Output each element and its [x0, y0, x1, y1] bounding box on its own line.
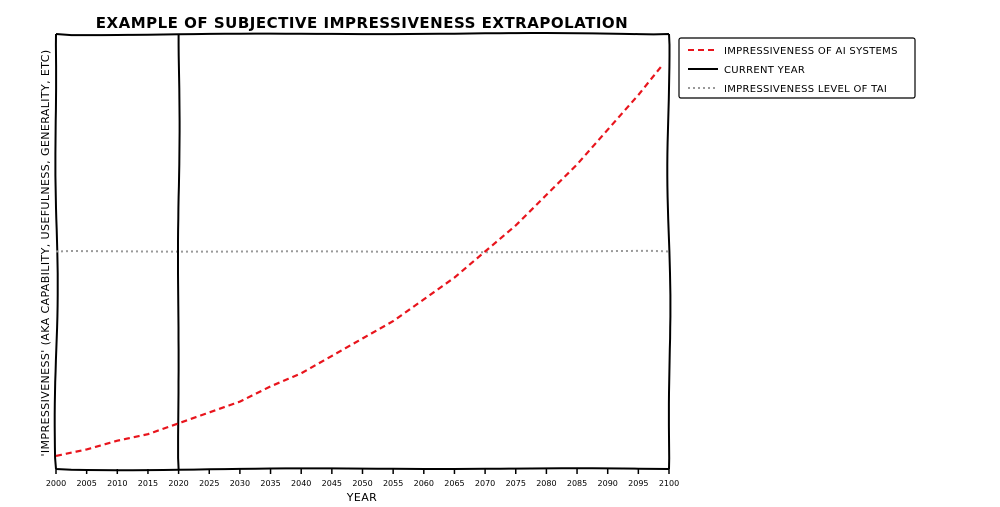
chart-title: EXAMPLE OF SUBJECTIVE IMPRESSIVENESS EXT…	[96, 14, 628, 32]
x-tick-label-2020: 2020	[168, 479, 188, 488]
x-tick-label-2015: 2015	[138, 479, 158, 488]
x-tick-label-2090: 2090	[598, 479, 618, 488]
legend-entry-current-year: CURRENT YEAR	[724, 65, 805, 76]
x-tick-label-2000: 2000	[46, 479, 66, 488]
x-tick-label-2040: 2040	[291, 479, 311, 488]
x-tick-label-2060: 2060	[414, 479, 434, 488]
x-tick-label-2055: 2055	[383, 479, 403, 488]
x-tick-label-2075: 2075	[506, 479, 526, 488]
x-tick-label-2100: 2100	[659, 479, 679, 488]
x-tick-label-2065: 2065	[444, 479, 464, 488]
x-tick-label-2030: 2030	[230, 479, 250, 488]
current-year-line	[177, 34, 181, 470]
x-tick-label-2045: 2045	[322, 479, 342, 488]
x-tick-label-2010: 2010	[107, 479, 127, 488]
series-layer	[55, 34, 670, 470]
x-tick-label-2025: 2025	[199, 479, 219, 488]
x-tick-label-2050: 2050	[352, 479, 372, 488]
x-tick-label-2085: 2085	[567, 479, 587, 488]
plot-frame	[53, 32, 672, 472]
x-axis-label: YEAR	[346, 491, 377, 504]
x-tick-label-2070: 2070	[475, 479, 495, 488]
legend-entry-ai: IMPRESSIVENESS OF AI SYSTEMS	[724, 46, 898, 57]
x-tick-label-2080: 2080	[536, 479, 556, 488]
plot-area: 2000 2005 2010 2015 2020 2025 2030 2035 2040 2045…	[46, 32, 679, 488]
y-axis-label: 'IMPRESSIVENESS' (AKA CAPABILITY, USEFUL…	[39, 49, 52, 456]
x-tick-label-2035: 2035	[260, 479, 280, 488]
legend-entry-tai: IMPRESSIVENESS LEVEL OF TAI	[724, 84, 887, 95]
legend-box	[678, 37, 916, 99]
x-tick-label-2095: 2095	[628, 479, 648, 488]
x-tick-label-2005: 2005	[76, 479, 96, 488]
ai-impressiveness-line	[55, 63, 664, 457]
tai-level-line	[55, 249, 670, 254]
x-ticks: 2000 2005 2010 2015 2020 2025 2030 2035 2040 2045…	[46, 469, 679, 488]
legend: IMPRESSIVENESS OF AI SYSTEMS CURRENT YEA…	[678, 37, 916, 99]
